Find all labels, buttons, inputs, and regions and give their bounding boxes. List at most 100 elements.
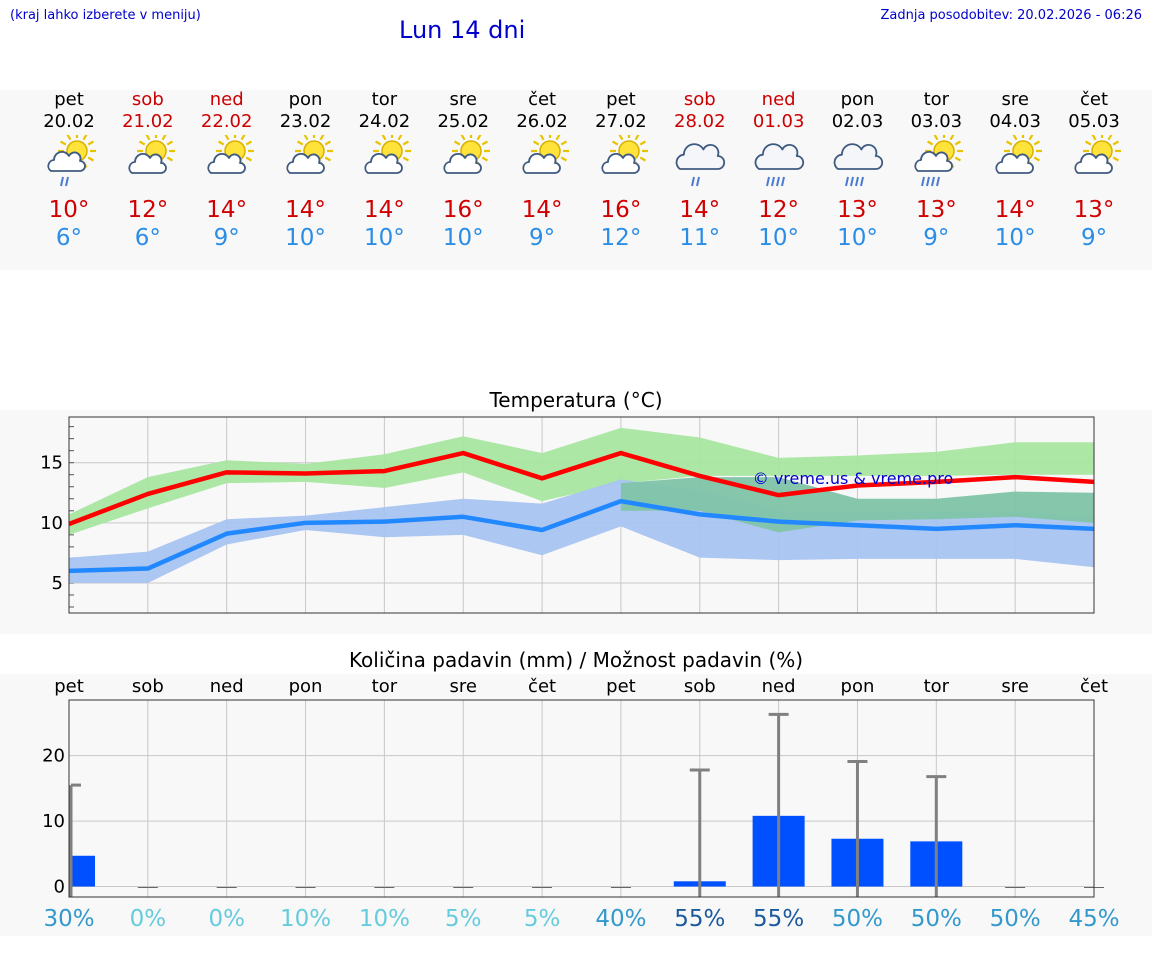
precip-bar <box>69 855 95 887</box>
min-temp: 12° <box>600 225 642 251</box>
x-category-label: sob <box>132 676 164 697</box>
day-column: sob 28.02 14° 11° <box>661 89 739 259</box>
min-temp: 10° <box>285 225 326 251</box>
day-name: pon <box>840 89 875 110</box>
max-temp: 14° <box>364 197 405 223</box>
day-column: čet 26.02 14° 9° <box>503 89 581 259</box>
day-column: pet 27.02 16° 12° <box>582 89 660 259</box>
day-column: sob 21.02 12° 6° <box>109 89 187 259</box>
y-tick-label: 10 <box>42 811 65 832</box>
day-column: pon 23.02 14° 10° <box>267 89 345 259</box>
precip-probability: 10% <box>359 906 410 932</box>
max-temp: 13° <box>1073 197 1115 223</box>
sun-cloud-icon <box>995 135 1043 174</box>
day-name: čet <box>1080 89 1109 110</box>
forecast-strip <box>0 90 1152 270</box>
max-temp: 13° <box>837 197 878 223</box>
x-category-label: čet <box>528 676 556 697</box>
day-column: pet 20.02 10° 6° <box>30 89 108 259</box>
precipitation-chart: 0 10 20 pet sob ned pon tor sre čet pet sob ned pon to… <box>42 676 1119 932</box>
min-temp: 10° <box>994 225 1036 251</box>
precip-probability: 55% <box>674 906 725 932</box>
day-column: tor 24.02 14° 10° <box>345 89 423 259</box>
temperature-chart: 5 10 15 © vreme.us & vreme.pro <box>40 416 1095 614</box>
day-date: 25.02 <box>437 111 490 132</box>
sun-cloud-rain-icon <box>47 135 96 187</box>
max-temp: 14° <box>206 197 248 223</box>
precip-probability: 50% <box>832 906 883 932</box>
min-temp: 10° <box>442 225 484 251</box>
y-tick-label: 15 <box>40 453 63 474</box>
max-temp: 16° <box>600 197 642 223</box>
x-category-label: sre <box>1001 676 1028 697</box>
precip-probability: 0% <box>130 906 167 932</box>
day-column: čet 05.03 13° 9° <box>1055 89 1133 259</box>
day-column: tor 03.03 13° 9° <box>897 89 975 259</box>
y-tick-label: 5 <box>52 573 63 594</box>
precipitation-chart-title: Količina padavin (mm) / Možnost padavin … <box>348 648 804 672</box>
last-update: Zadnja posodobitev: 20.02.2026 - 06:26 <box>880 8 1142 23</box>
day-name: pon <box>288 89 323 110</box>
min-temp-line <box>68 498 1095 574</box>
x-category-label: pet <box>606 676 636 697</box>
min-temp: 10° <box>837 225 878 251</box>
day-name: sre <box>1001 89 1029 110</box>
sun-cloud-icon <box>364 135 412 174</box>
precip-probability: 0% <box>208 906 245 932</box>
day-name: ned <box>209 89 244 110</box>
precip-probability: 40% <box>595 906 646 932</box>
cloud-heavy-rain-icon <box>754 143 804 187</box>
day-date: 24.02 <box>358 111 411 132</box>
max-temp: 14° <box>679 197 721 223</box>
day-date: 28.02 <box>674 111 726 132</box>
day-name: tor <box>371 89 398 110</box>
x-category-label: pon <box>289 676 323 697</box>
day-date: 02.03 <box>831 111 884 132</box>
y-tick-label: 10 <box>40 513 63 534</box>
temperature-chart-title: Temperatura (°C) <box>489 388 663 412</box>
max-temp: 12° <box>758 197 800 223</box>
sun-cloud-icon <box>443 135 491 174</box>
day-name: sob <box>131 89 164 110</box>
sun-cloud-icon <box>1074 135 1122 174</box>
day-name: čet <box>528 89 557 110</box>
day-name: ned <box>761 89 796 110</box>
day-date: 23.02 <box>279 111 332 132</box>
precip-probability: 5% <box>524 906 561 932</box>
max-temp: 16° <box>442 197 484 223</box>
day-date: 04.03 <box>989 111 1041 132</box>
x-category-label: pon <box>841 676 875 697</box>
min-temp: 6° <box>134 225 161 251</box>
day-date: 03.03 <box>910 111 963 132</box>
day-date: 22.02 <box>200 111 253 132</box>
day-name: sre <box>449 89 477 110</box>
day-column: ned 01.03 12° 10° <box>740 89 818 259</box>
watermark: © vreme.us & vreme.pro <box>753 469 954 488</box>
sun-cloud-icon <box>128 135 175 174</box>
day-column: sre 25.02 16° 10° <box>424 89 502 259</box>
day-date: 01.03 <box>752 111 805 132</box>
x-category-label: čet <box>1080 676 1108 697</box>
day-column: ned 22.02 14° 9° <box>188 89 266 259</box>
page-title: Lun 14 dni <box>399 16 526 44</box>
day-column: pon 02.03 13° 10° <box>819 89 897 259</box>
x-category-label: pet <box>54 676 84 697</box>
day-date: 26.02 <box>516 111 568 132</box>
max-temp: 14° <box>285 197 326 223</box>
precip-probability: 30% <box>43 906 94 932</box>
max-temp: 14° <box>994 197 1036 223</box>
precip-probability: 55% <box>753 906 804 932</box>
day-name: pet <box>54 89 84 110</box>
day-date: 27.02 <box>595 111 647 132</box>
min-temp: 6° <box>55 225 83 251</box>
min-temp: 10° <box>758 225 800 251</box>
day-column: sre 04.03 14° 10° <box>976 89 1054 259</box>
day-date: 21.02 <box>122 111 174 132</box>
x-category-label: ned <box>762 676 796 697</box>
max-temp-range <box>69 427 1094 535</box>
sun-cloud-icon <box>601 135 648 174</box>
day-date: 20.02 <box>43 111 95 132</box>
precip-probability: 50% <box>990 906 1041 932</box>
min-temp: 9° <box>1080 225 1108 251</box>
x-category-label: ned <box>210 676 244 697</box>
